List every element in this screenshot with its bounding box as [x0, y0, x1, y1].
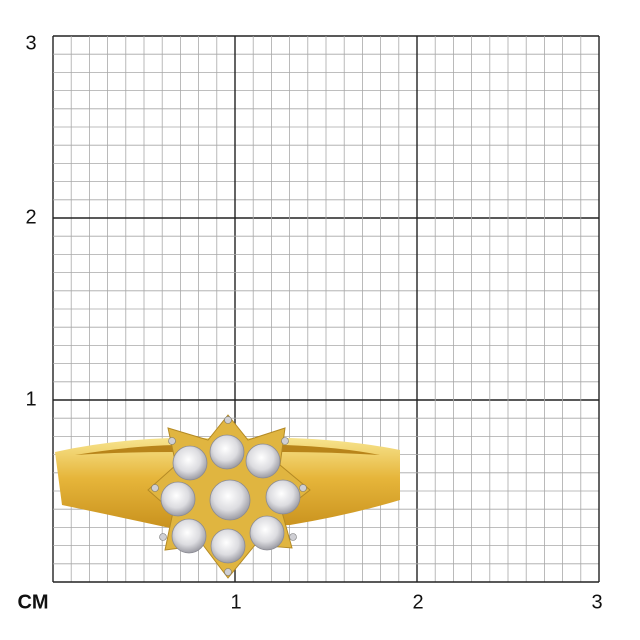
diamond [209, 434, 245, 470]
diamond [210, 528, 246, 564]
ring-image [55, 414, 400, 579]
prong [289, 533, 297, 541]
diamond [172, 445, 208, 481]
prong [281, 437, 289, 445]
diamond [249, 515, 285, 551]
y-label-1: 1 [25, 388, 37, 411]
diamond [160, 481, 196, 517]
prong [299, 484, 307, 492]
y-label-3: 3 [25, 32, 37, 55]
prong [224, 416, 232, 424]
unit-label: CM [17, 591, 49, 614]
diamond [209, 479, 251, 521]
prong [159, 533, 167, 541]
diamond [245, 443, 281, 479]
x-label-3: 3 [591, 591, 603, 614]
prong [151, 484, 159, 492]
x-label-2: 2 [412, 591, 424, 614]
prong [224, 568, 232, 576]
x-label-1: 1 [230, 591, 242, 614]
prong [168, 437, 176, 445]
diamond-cluster [151, 416, 307, 576]
diamond [265, 479, 301, 515]
y-label-2: 2 [25, 206, 37, 229]
diamond [171, 518, 207, 554]
